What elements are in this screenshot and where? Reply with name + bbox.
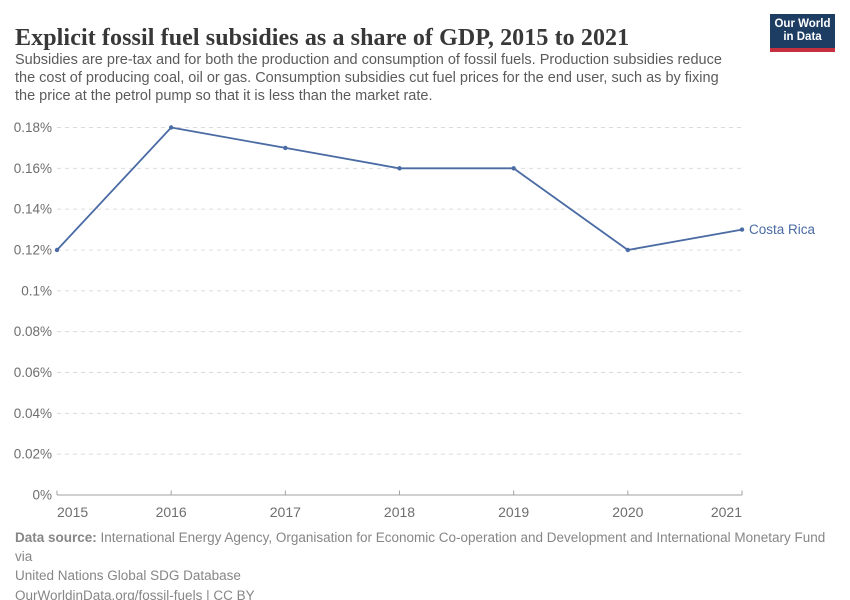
subtitle-line: the price at the petrol pump so that it … [15, 88, 433, 104]
data-source-note: Data source: International Energy Agency… [15, 528, 830, 585]
x-tick-label: 2016 [156, 504, 187, 520]
data-source-line1: International Energy Agency, Organisatio… [15, 530, 826, 564]
series-label: Costa Rica [749, 222, 816, 237]
chart-subtitle: Subsidies are pre-tax and for both the p… [15, 51, 760, 105]
y-tick-label: 0.1% [21, 283, 52, 298]
data-source-label: Data source: [15, 530, 97, 545]
x-tick-label: 2019 [498, 504, 529, 520]
data-point-marker [511, 166, 516, 171]
data-point-marker [54, 247, 60, 253]
data-point-marker [168, 125, 174, 130]
y-tick-label: 0.02% [14, 447, 52, 462]
chart-footer: Data source: International Energy Agency… [15, 528, 830, 600]
x-tick-label: 2020 [612, 504, 643, 520]
data-point-marker [625, 247, 631, 253]
y-tick-label: 0.14% [14, 202, 52, 217]
subtitle-line: the cost of producing coal, oil or gas. … [15, 70, 719, 86]
y-tick-label: 0.12% [14, 243, 52, 258]
page-title: Explicit fossil fuel subsidies as a shar… [15, 25, 630, 52]
y-tick-label: 0.08% [14, 324, 52, 339]
data-source-line2: United Nations Global SDG Database [15, 568, 241, 583]
x-tick-label: 2018 [384, 504, 415, 520]
x-tick-label: 2021 [711, 504, 742, 520]
y-tick-label: 0% [32, 488, 52, 503]
subtitle-line: Subsidies are pre-tax and for both the p… [15, 52, 722, 68]
owid-logo: Our World in Data [770, 14, 835, 52]
license-line: OurWorldinData.org/fossil-fuels | CC BY [15, 588, 255, 600]
data-point-marker [283, 145, 288, 151]
data-point-marker [739, 227, 745, 232]
x-tick-label: 2015 [57, 504, 88, 520]
owid-logo-line1: Our World [774, 18, 831, 30]
data-point-marker [397, 166, 402, 171]
x-tick-label: 2017 [270, 504, 301, 520]
data-line [56, 126, 743, 251]
y-tick-label: 0.04% [14, 406, 52, 421]
owid-logo-line2: in Data [783, 31, 822, 43]
y-tick-label: 0.16% [14, 161, 52, 176]
y-tick-label: 0.06% [14, 365, 52, 380]
y-tick-label: 0.18% [14, 120, 52, 135]
